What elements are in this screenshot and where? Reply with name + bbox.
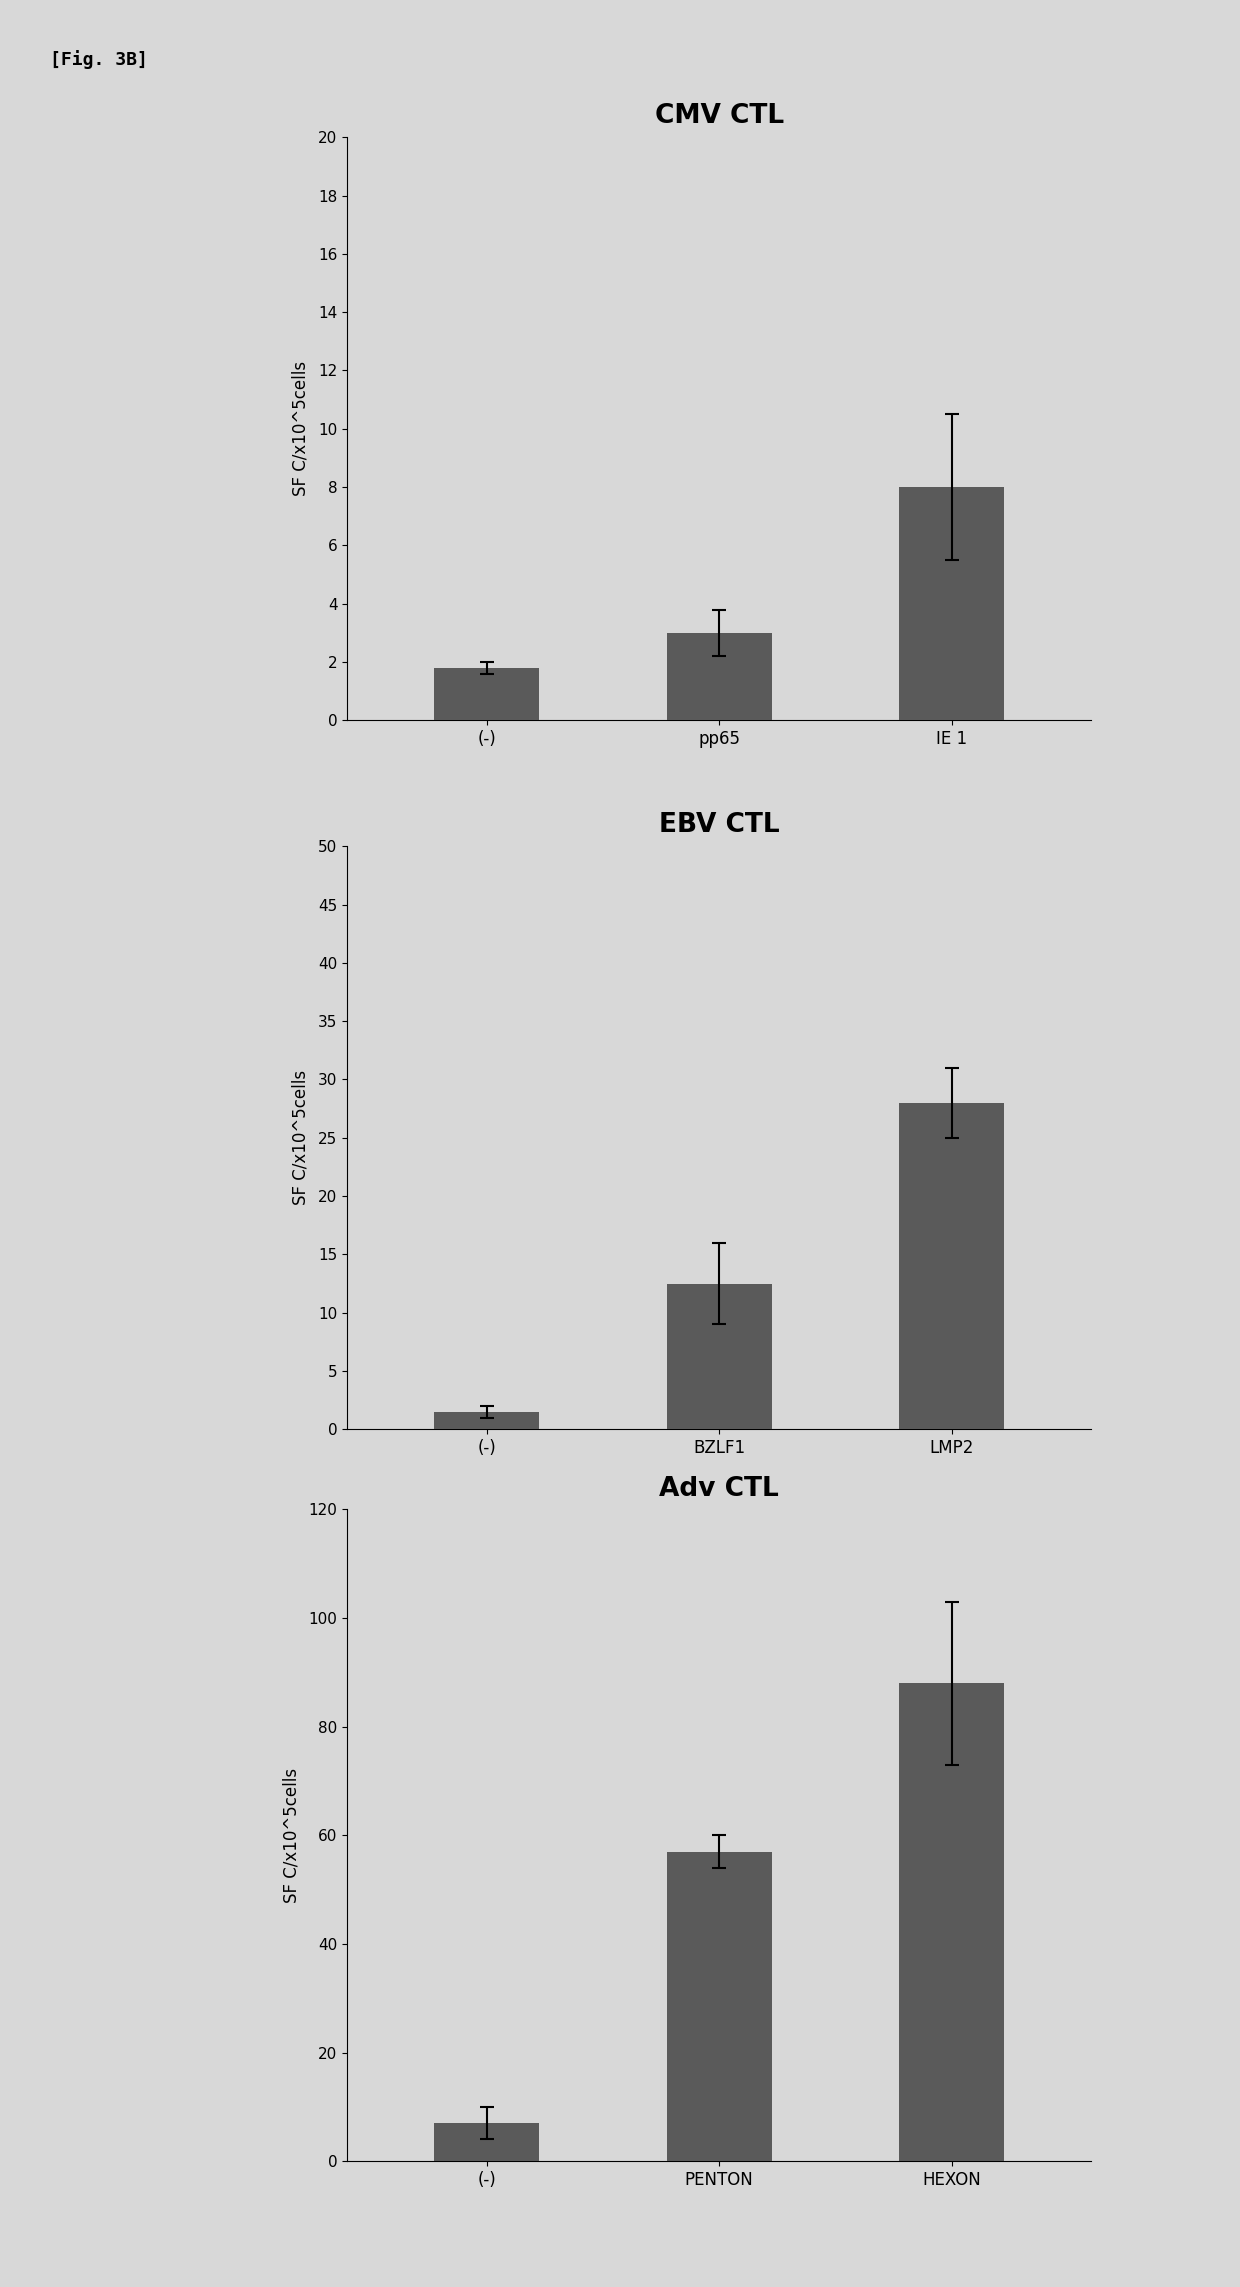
- Y-axis label: SF C/x10^5cells: SF C/x10^5cells: [283, 1768, 300, 1903]
- Y-axis label: SF C/x10^5cells: SF C/x10^5cells: [291, 1070, 310, 1205]
- Bar: [434, 668, 539, 720]
- Bar: [667, 1283, 771, 1429]
- Bar: [899, 487, 1004, 720]
- Text: [Fig. 3B]: [Fig. 3B]: [50, 50, 148, 69]
- Bar: [667, 633, 771, 720]
- Bar: [667, 1852, 771, 2161]
- Title: Adv CTL: Adv CTL: [660, 1475, 779, 1503]
- Bar: [899, 1102, 1004, 1429]
- Bar: [434, 2122, 539, 2161]
- Title: CMV CTL: CMV CTL: [655, 103, 784, 130]
- Bar: [434, 1411, 539, 1429]
- Y-axis label: SF C/x10^5cells: SF C/x10^5cells: [291, 361, 310, 496]
- Title: EBV CTL: EBV CTL: [658, 812, 780, 839]
- Bar: [899, 1683, 1004, 2161]
